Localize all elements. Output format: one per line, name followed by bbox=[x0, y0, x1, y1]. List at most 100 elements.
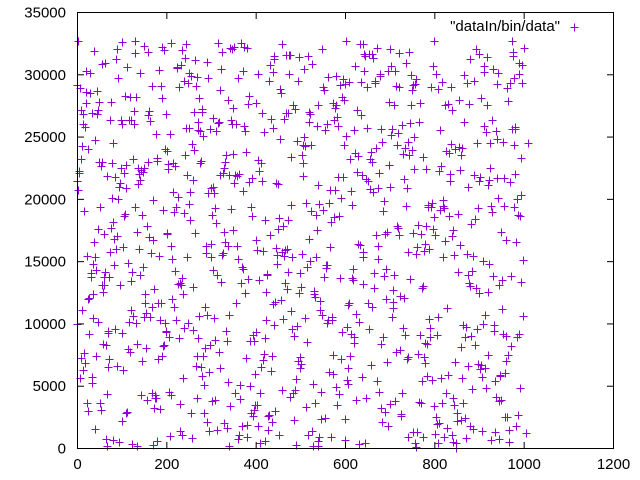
data-point bbox=[348, 274, 357, 283]
data-point bbox=[432, 70, 441, 79]
data-point bbox=[213, 271, 222, 280]
data-point bbox=[408, 146, 417, 155]
data-point bbox=[517, 278, 526, 287]
data-point bbox=[288, 253, 297, 262]
data-point bbox=[320, 273, 329, 282]
data-point bbox=[269, 124, 278, 133]
data-point bbox=[422, 165, 431, 174]
data-point bbox=[469, 252, 478, 261]
data-point bbox=[153, 437, 162, 446]
data-point bbox=[401, 331, 410, 340]
data-point bbox=[475, 289, 484, 298]
data-point bbox=[273, 251, 282, 260]
data-point bbox=[412, 250, 421, 259]
y-tick-label: 10000 bbox=[24, 316, 66, 333]
data-point bbox=[86, 69, 95, 78]
data-point bbox=[408, 86, 417, 95]
data-point bbox=[94, 318, 103, 327]
data-point bbox=[124, 259, 133, 268]
data-point bbox=[128, 440, 137, 449]
data-point bbox=[99, 288, 108, 297]
data-point bbox=[333, 401, 342, 410]
data-point bbox=[461, 414, 470, 423]
data-point bbox=[400, 175, 409, 184]
data-point bbox=[514, 211, 523, 220]
data-point bbox=[454, 268, 463, 277]
data-point bbox=[303, 263, 312, 272]
data-point bbox=[349, 265, 358, 274]
data-point bbox=[234, 74, 243, 83]
data-point bbox=[229, 104, 238, 113]
data-point bbox=[428, 376, 437, 385]
data-point bbox=[214, 39, 223, 48]
data-point bbox=[415, 118, 424, 127]
data-point bbox=[374, 242, 383, 251]
data-point bbox=[420, 353, 429, 362]
data-point bbox=[362, 394, 371, 403]
data-point bbox=[203, 311, 212, 320]
data-point bbox=[146, 117, 155, 126]
data-point bbox=[157, 299, 166, 308]
data-point bbox=[490, 321, 499, 330]
data-point bbox=[462, 323, 471, 332]
data-point bbox=[148, 303, 157, 312]
data-point bbox=[180, 209, 189, 218]
data-point bbox=[518, 79, 527, 88]
data-point bbox=[317, 415, 326, 424]
data-point bbox=[464, 362, 473, 371]
data-point bbox=[115, 183, 124, 192]
data-point bbox=[457, 151, 466, 160]
data-point bbox=[357, 78, 366, 87]
data-point bbox=[106, 116, 115, 125]
data-point bbox=[463, 79, 472, 88]
data-point bbox=[390, 101, 399, 110]
data-point bbox=[211, 204, 220, 213]
data-point bbox=[119, 243, 128, 252]
y-tick-label: 20000 bbox=[24, 191, 66, 208]
data-point bbox=[291, 386, 300, 395]
data-point bbox=[507, 342, 516, 351]
data-point bbox=[270, 52, 279, 61]
data-point bbox=[359, 40, 368, 49]
data-point bbox=[120, 212, 129, 221]
data-point bbox=[142, 344, 151, 353]
data-point bbox=[298, 151, 307, 160]
data-point bbox=[243, 421, 252, 430]
data-point bbox=[314, 181, 323, 190]
data-point bbox=[200, 409, 209, 418]
data-point bbox=[306, 257, 315, 266]
data-point bbox=[185, 200, 194, 209]
data-point bbox=[399, 324, 408, 333]
data-point bbox=[410, 133, 419, 142]
data-point bbox=[365, 325, 374, 334]
data-point bbox=[337, 355, 346, 364]
data-point bbox=[458, 144, 467, 153]
data-point bbox=[287, 307, 296, 316]
data-point bbox=[244, 275, 253, 284]
data-point bbox=[203, 58, 212, 67]
data-point bbox=[417, 399, 426, 408]
data-point bbox=[318, 311, 327, 320]
data-point bbox=[499, 138, 508, 147]
data-point bbox=[519, 312, 528, 321]
data-point bbox=[108, 159, 117, 168]
data-point bbox=[144, 111, 153, 120]
data-point bbox=[88, 109, 97, 118]
data-point bbox=[135, 170, 144, 179]
data-point bbox=[110, 261, 119, 270]
data-point bbox=[411, 80, 420, 89]
data-point bbox=[208, 211, 217, 220]
x-tick-label: 1200 bbox=[597, 456, 630, 473]
data-point bbox=[268, 418, 277, 427]
data-point bbox=[481, 311, 490, 320]
data-point bbox=[335, 212, 344, 221]
data-point bbox=[184, 319, 193, 328]
data-point bbox=[484, 288, 493, 297]
data-point bbox=[353, 106, 362, 115]
data-point bbox=[290, 332, 299, 341]
data-point bbox=[147, 249, 156, 258]
y-tick-label: 25000 bbox=[24, 129, 66, 146]
data-point bbox=[221, 158, 230, 167]
data-point bbox=[507, 272, 516, 281]
data-point bbox=[351, 62, 360, 71]
